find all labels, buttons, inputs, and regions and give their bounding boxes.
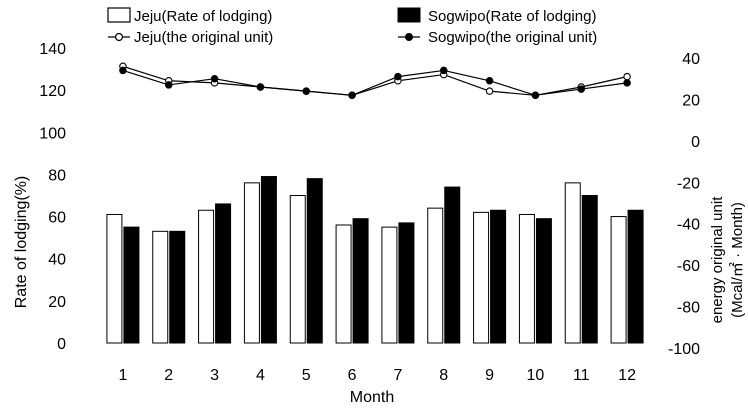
x-tick-label: 12 xyxy=(618,367,636,384)
x-tick-label: 4 xyxy=(256,367,265,384)
point-sogwipo-unit xyxy=(119,66,127,75)
bar-jeju-rate xyxy=(518,213,535,344)
legend-label-sogwipo-unit: Sogwipo(the original unit) xyxy=(428,29,597,46)
point-jeju-unit xyxy=(485,87,494,95)
x-tick-label: 5 xyxy=(302,367,311,384)
x-tick-label: 6 xyxy=(348,367,357,384)
x-tick-label: 7 xyxy=(393,367,402,384)
bar-jeju-rate xyxy=(198,209,215,344)
right-axis-ticks: -100 -80 -60 -40 -20 0 20 40 xyxy=(668,51,700,358)
bar-jeju-rate xyxy=(335,224,352,344)
bar-jeju-rate xyxy=(289,195,306,344)
y-axis-right-label-line2: (Mcal/㎡ · Month) xyxy=(729,202,746,318)
x-tick-label: 8 xyxy=(439,367,448,384)
point-sogwipo-unit xyxy=(623,79,631,87)
bar-sogwipo-rate xyxy=(352,218,369,344)
bar-jeju-rate xyxy=(427,207,444,344)
right-tick-label: 40 xyxy=(682,51,700,68)
legend-swatch-jeju-rate xyxy=(107,7,131,23)
right-tick-label: -40 xyxy=(677,217,700,234)
left-tick-label: 60 xyxy=(48,210,66,227)
bar-jeju-rate xyxy=(152,230,169,344)
bar-sogwipo-rate xyxy=(260,176,277,344)
left-tick-label: 120 xyxy=(39,83,66,100)
x-tick-label: 11 xyxy=(573,367,590,384)
bar-jeju-rate xyxy=(243,182,260,344)
bar-sogwipo-rate xyxy=(169,230,186,344)
point-sogwipo-unit xyxy=(256,83,265,91)
point-sogwipo-unit xyxy=(302,87,310,95)
x-tick-label: 10 xyxy=(527,367,545,384)
lines xyxy=(119,62,631,100)
left-tick-label: 40 xyxy=(48,252,66,269)
right-tick-label: -80 xyxy=(677,300,700,317)
legend: Jeju(Rate of lodging) Jeju(the original … xyxy=(107,7,597,46)
left-tick-label: 100 xyxy=(39,125,66,142)
legend-marker-jeju-unit xyxy=(114,32,124,42)
left-tick-label: 140 xyxy=(39,41,66,58)
legend-label-jeju-rate: Jeju(Rate of lodging) xyxy=(134,8,272,25)
point-sogwipo-unit xyxy=(348,91,356,100)
x-tick-label: 2 xyxy=(164,367,173,384)
x-axis-ticks: 1 2 3 4 5 6 7 8 9 10 11 12 xyxy=(118,367,636,384)
point-sogwipo-unit xyxy=(165,81,173,89)
point-jeju-unit xyxy=(623,72,631,81)
point-sogwipo-unit xyxy=(485,77,494,85)
x-tick-label: 1 xyxy=(118,367,127,384)
bars xyxy=(106,176,644,344)
point-sogwipo-unit xyxy=(394,72,402,81)
y-axis-left-label: Rate of lodging(%) xyxy=(13,176,30,309)
bar-jeju-rate xyxy=(473,211,490,344)
x-tick-label: 3 xyxy=(210,367,219,384)
left-tick-label: 0 xyxy=(57,336,66,353)
legend-marker-sogwipo-unit xyxy=(405,33,413,41)
bar-jeju-rate xyxy=(564,182,581,344)
bar-sogwipo-rate xyxy=(627,209,644,344)
bar-sogwipo-rate xyxy=(490,209,507,344)
point-sogwipo-unit xyxy=(531,91,540,100)
bar-jeju-rate xyxy=(106,213,123,344)
point-sogwipo-unit xyxy=(577,85,585,93)
bar-sogwipo-rate xyxy=(306,178,323,344)
left-tick-label: 20 xyxy=(48,294,66,311)
bar-jeju-rate xyxy=(381,226,398,344)
bar-sogwipo-rate xyxy=(581,195,598,344)
legend-label-jeju-unit: Jeju(the original unit) xyxy=(134,29,273,46)
y-axis-right-label-line1: energy original unit xyxy=(709,196,726,324)
legend-swatch-sogwipo-rate xyxy=(397,7,421,23)
bar-sogwipo-rate xyxy=(535,218,552,344)
bar-sogwipo-rate xyxy=(398,222,415,344)
right-tick-label: 0 xyxy=(691,134,700,151)
right-tick-label: 20 xyxy=(682,92,700,109)
bar-sogwipo-rate xyxy=(123,226,140,344)
point-sogwipo-unit xyxy=(439,66,448,75)
left-axis-ticks: 0 20 40 60 80 100 120 140 xyxy=(39,41,66,353)
legend-label-sogwipo-rate: Sogwipo(Rate of lodging) xyxy=(428,8,596,25)
right-tick-label: -20 xyxy=(677,175,700,192)
bar-sogwipo-rate xyxy=(444,186,461,344)
x-axis-label: Month xyxy=(350,389,394,406)
point-sogwipo-unit xyxy=(210,74,219,83)
line-sogwipo-unit xyxy=(122,69,628,96)
left-tick-label: 80 xyxy=(48,167,66,184)
right-tick-label: -60 xyxy=(677,258,700,275)
right-tick-label: -100 xyxy=(668,341,700,358)
x-tick-label: 9 xyxy=(485,367,494,384)
bar-sogwipo-rate xyxy=(215,203,232,344)
bar-jeju-rate xyxy=(610,216,627,344)
